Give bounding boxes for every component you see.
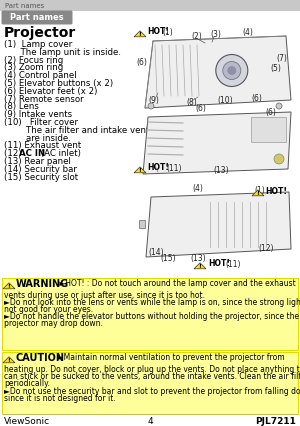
Text: (8): (8) — [186, 98, 197, 107]
Text: (11): (11) — [225, 259, 241, 268]
Text: (5) Elevator buttons (x 2): (5) Elevator buttons (x 2) — [4, 79, 113, 88]
Text: (15) Security slot: (15) Security slot — [4, 173, 78, 181]
Text: 4: 4 — [147, 417, 153, 426]
Bar — [2, 278, 298, 350]
Text: The lamp unit is inside.: The lamp unit is inside. — [4, 48, 121, 57]
Text: !: ! — [8, 357, 10, 363]
Text: HOT!: HOT! — [265, 187, 287, 196]
Text: heating up. Do not cover, block or plug up the vents. Do not place anything that: heating up. Do not cover, block or plug … — [4, 365, 300, 374]
Text: (15): (15) — [160, 254, 176, 264]
Text: !: ! — [256, 190, 260, 196]
Text: (6): (6) — [251, 93, 262, 103]
Text: !: ! — [139, 32, 141, 37]
Text: (2) Focus ring: (2) Focus ring — [4, 56, 63, 65]
Polygon shape — [3, 357, 15, 363]
Text: (10)   Filter cover: (10) Filter cover — [4, 118, 78, 127]
Text: (12): (12) — [258, 244, 274, 253]
Text: (12): (12) — [4, 149, 27, 158]
Bar — [0, 0, 300, 11]
Text: (9): (9) — [148, 95, 159, 104]
Text: !: ! — [199, 264, 201, 269]
Text: (9) Intake vents: (9) Intake vents — [4, 110, 72, 119]
Text: (3): (3) — [210, 31, 221, 40]
Circle shape — [228, 66, 236, 75]
Text: vents during use or just after use, since it is too hot.: vents during use or just after use, sinc… — [4, 291, 205, 300]
Circle shape — [148, 103, 154, 109]
Text: HOT!: HOT! — [147, 164, 169, 173]
Text: since it is not designed for it.: since it is not designed for it. — [4, 394, 116, 403]
Text: (4): (4) — [192, 184, 203, 193]
Text: (11) Exhaust vent: (11) Exhaust vent — [4, 141, 81, 150]
FancyBboxPatch shape — [2, 11, 73, 25]
Text: (6) Elevator feet (x 2): (6) Elevator feet (x 2) — [4, 87, 98, 96]
Circle shape — [216, 55, 248, 86]
Text: (7): (7) — [276, 54, 287, 63]
Text: (4) Control panel: (4) Control panel — [4, 71, 76, 80]
Text: ►Do not use the security bar and slot to prevent the projector from falling down: ►Do not use the security bar and slot to… — [4, 387, 300, 396]
Polygon shape — [146, 192, 291, 257]
Text: HOT!: HOT! — [208, 259, 230, 268]
Text: (6): (6) — [136, 58, 147, 66]
Text: ►Maintain normal ventilation to prevent the projector from: ►Maintain normal ventilation to prevent … — [53, 354, 285, 363]
Text: (14) Security bar: (14) Security bar — [4, 165, 77, 174]
Polygon shape — [143, 112, 291, 174]
Circle shape — [276, 103, 282, 109]
Text: (6): (6) — [195, 104, 206, 113]
Text: (13): (13) — [213, 165, 229, 175]
Text: CAUTION: CAUTION — [16, 353, 65, 363]
Text: !: ! — [139, 167, 141, 173]
Text: PJL7211: PJL7211 — [255, 417, 296, 426]
Bar — [139, 220, 145, 228]
Text: !: ! — [8, 284, 10, 288]
Text: ViewSonic: ViewSonic — [4, 417, 50, 426]
Polygon shape — [145, 36, 291, 108]
Text: (1): (1) — [162, 28, 173, 37]
Circle shape — [274, 154, 284, 164]
Text: (3) Zoom ring: (3) Zoom ring — [4, 63, 63, 72]
Bar — [2, 352, 298, 414]
Text: (2): (2) — [191, 32, 202, 40]
Text: Part names: Part names — [5, 3, 44, 9]
Text: (7) Remote sensor: (7) Remote sensor — [4, 95, 84, 104]
Text: (10): (10) — [217, 95, 233, 104]
Text: projector may drop down.: projector may drop down. — [4, 319, 103, 328]
Polygon shape — [134, 167, 146, 173]
Text: can stick or be sucked to the vents, around the intake vents. Clean the air filt: can stick or be sucked to the vents, aro… — [4, 372, 300, 381]
Text: (14): (14) — [148, 248, 164, 256]
Text: AC IN: AC IN — [19, 149, 45, 158]
Text: (13) Rear panel: (13) Rear panel — [4, 157, 71, 166]
Polygon shape — [3, 283, 15, 289]
Text: ►HOT! : Do not touch around the lamp cover and the exhaust: ►HOT! : Do not touch around the lamp cov… — [57, 279, 296, 288]
Text: Part names: Part names — [10, 14, 64, 23]
Text: (1)  Lamp cover: (1) Lamp cover — [4, 40, 72, 49]
Text: (11): (11) — [166, 164, 182, 173]
Text: Projector: Projector — [4, 26, 76, 40]
Text: (6): (6) — [265, 107, 276, 116]
Polygon shape — [134, 31, 146, 37]
Text: The air filter and intake vent: The air filter and intake vent — [4, 126, 149, 135]
Text: are inside.: are inside. — [4, 134, 71, 143]
Polygon shape — [252, 190, 264, 196]
Bar — [251, 117, 286, 142]
Text: (8) Lens: (8) Lens — [4, 102, 39, 112]
Circle shape — [223, 61, 241, 80]
Text: (4): (4) — [242, 29, 253, 37]
Text: HOT!: HOT! — [147, 28, 169, 37]
Text: (5): (5) — [270, 63, 281, 72]
Text: ►Do not handle the elevator buttons without holding the projector, since the: ►Do not handle the elevator buttons with… — [4, 312, 299, 321]
Text: (13): (13) — [190, 254, 206, 264]
Text: (1): (1) — [254, 187, 265, 196]
Polygon shape — [194, 263, 206, 269]
Text: periodically.: periodically. — [4, 379, 50, 388]
Text: not good for your eyes.: not good for your eyes. — [4, 305, 93, 314]
Text: (AC inlet): (AC inlet) — [38, 149, 81, 158]
Text: WARNING: WARNING — [16, 279, 69, 289]
Text: ►Do not look into the lens or vents while the lamp is on, since the strong light: ►Do not look into the lens or vents whil… — [4, 298, 300, 307]
